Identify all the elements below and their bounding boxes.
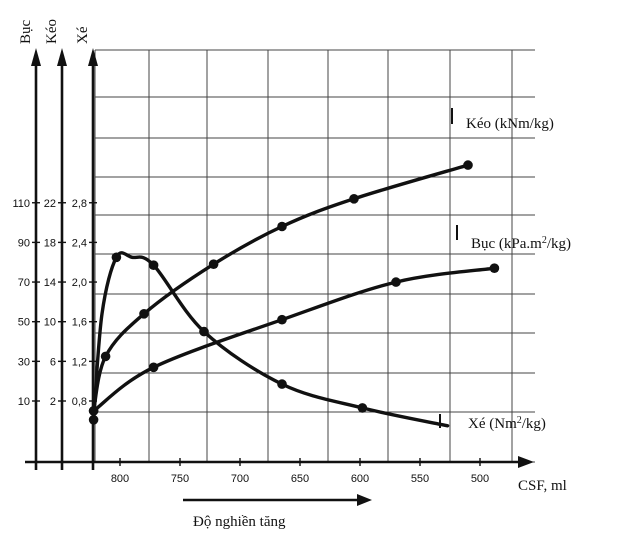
y-tick-label: 2,8 [72,198,87,210]
data-point-Bục [148,362,159,373]
y-tick-label: 2,4 [72,237,87,249]
y-tick-label: 0,8 [72,396,87,408]
x-tick-label: 700 [231,473,249,485]
y-tick-label: 2 [50,396,56,408]
refining-arrow-head [357,494,372,506]
data-point-Bục [489,263,500,274]
y-tick-label: 10 [18,396,30,408]
data-point-Bục [391,277,401,287]
data-point-Xé [88,415,99,425]
data-point-Bục [277,314,287,325]
x-axis-title: CSF, ml [518,478,567,494]
y-tick-label: 30 [18,356,30,368]
data-point-Kéo [277,221,287,232]
x-axis-arrowhead [518,456,534,468]
data-point-Xé [277,379,287,389]
y-tick-label: 2,0 [72,277,87,289]
y-tick-label: 14 [44,277,56,289]
x-tick-label: 800 [111,473,129,485]
data-point-Xé [111,252,122,263]
series-label-Xé: Xé (Nm2/kg) [468,415,546,432]
y-axis-arrowhead-Bục [31,48,41,66]
data-point-Kéo [208,259,219,270]
y-tick-label: 10 [44,317,56,329]
refining-annotation: Độ nghiền tăng [193,514,286,530]
data-point-Xé [148,260,159,271]
series-label-Kéo: Kéo (kNm/kg) [466,116,554,132]
y-tick-label: 22 [44,198,56,210]
x-tick-label: 550 [411,473,429,485]
data-point-Kéo [349,194,359,204]
y-tick-label: 18 [44,237,56,249]
data-point-Kéo [100,351,111,362]
series-line-Xé [91,251,450,428]
x-tick-label: 500 [471,473,489,485]
y-axis-arrowhead-Kéo [57,48,67,66]
data-markers [88,160,500,425]
grid [94,49,535,463]
data-point-Kéo [139,309,149,319]
y-axis-arrowhead-Xé [88,48,98,66]
data-point-Bục [88,406,99,416]
y-tick-label: 1,6 [72,317,87,329]
y-axis-title-Xé: Xé [75,26,91,44]
axes [25,48,534,506]
y-tick-label: 6 [50,356,56,368]
data-point-Kéo [463,160,473,170]
y-tick-label: 1,2 [72,356,87,368]
x-tick-label: 600 [351,473,369,485]
data-point-Xé [199,326,209,337]
labels: 10 30 50 70 90 110 Bục 2 6 10 14 18 22 Kéo 0,8 1,2 1,6 2,… [12,19,571,530]
x-tick-label: 650 [291,473,309,485]
x-tick-label: 750 [171,473,189,485]
y-tick-label: 110 [12,198,30,210]
y-axis-title-Bục: Bục [18,19,34,44]
series-label-Bục: Bục (kPa.m2/kg) [471,235,571,252]
y-axis-title-Kéo: Kéo [44,19,60,44]
y-tick-label: 90 [18,237,30,249]
data-point-Xé [357,403,368,413]
y-tick-label: 70 [18,277,30,289]
y-tick-label: 50 [18,317,30,329]
